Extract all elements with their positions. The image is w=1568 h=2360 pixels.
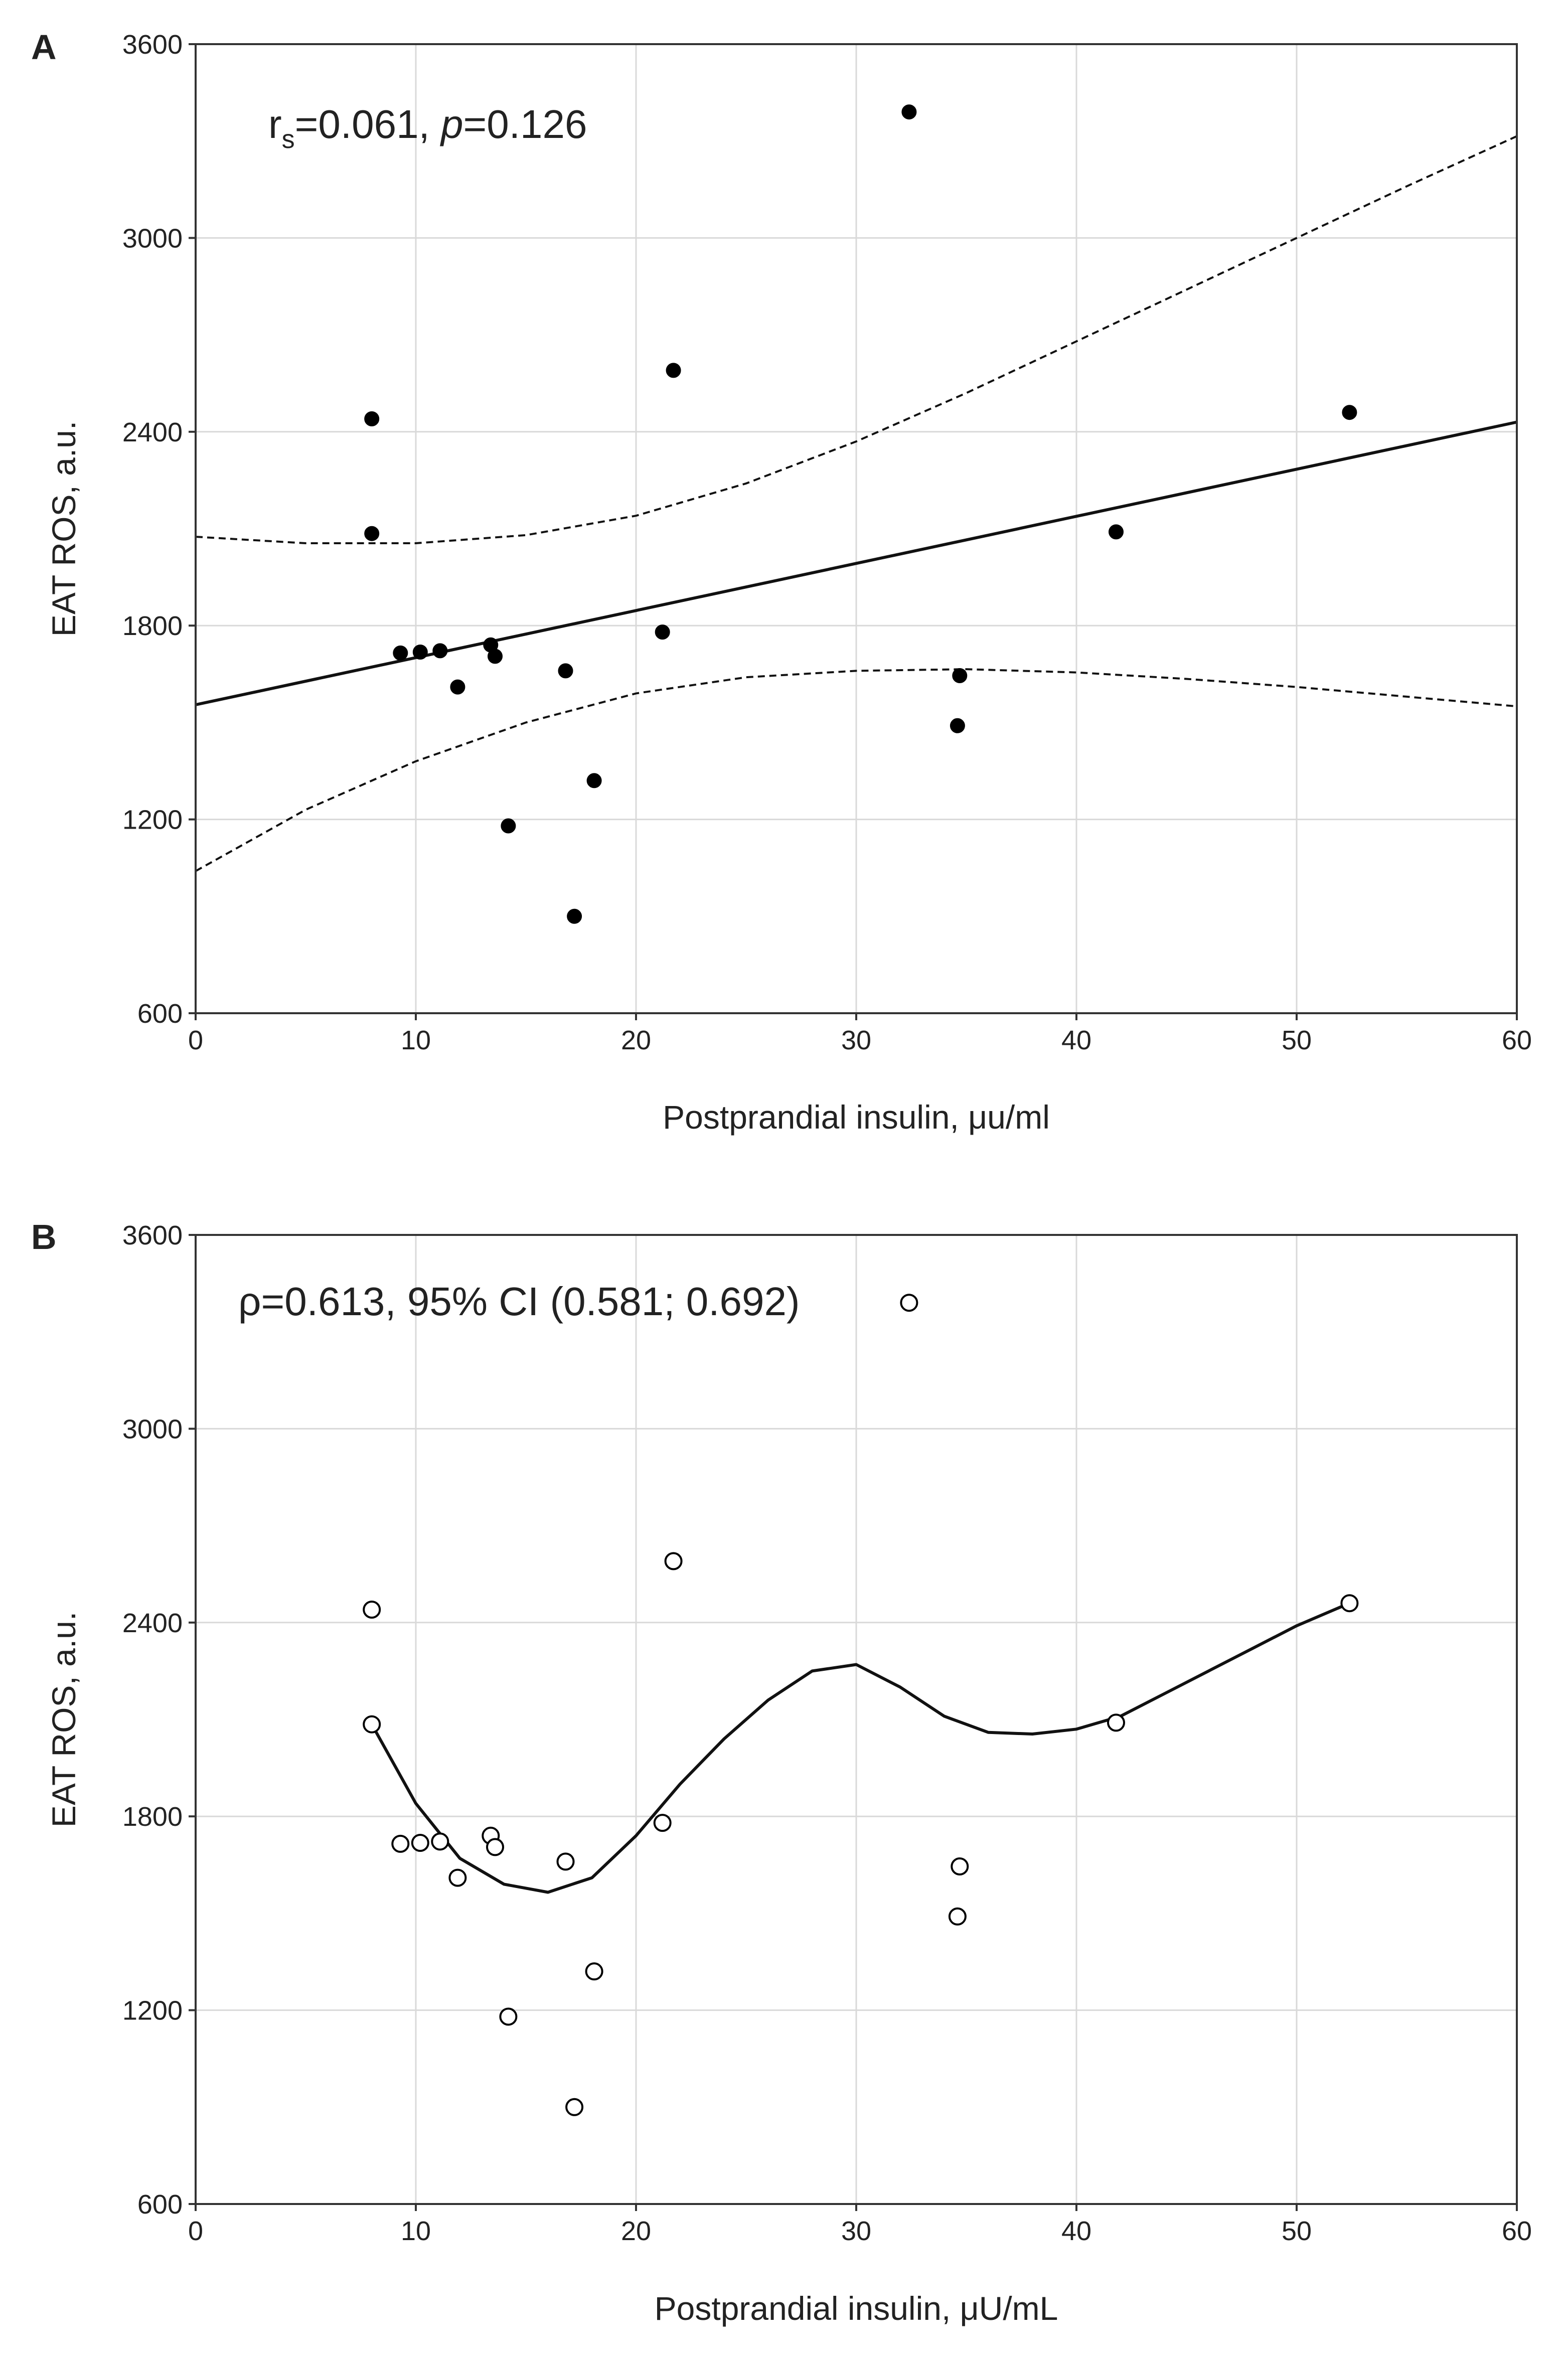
panel-b-y-tick-label: 1200: [122, 1996, 183, 2026]
panel-a-data-point: [1109, 524, 1124, 540]
panel-b-x-tick-label: 0: [188, 2216, 203, 2246]
panel-a-data-point: [901, 104, 917, 120]
panel-a-data-point: [666, 363, 681, 378]
panel-b-annotation: ρ=0.613, 95% CI (0.581; 0.692): [238, 1279, 800, 1324]
panel-b-y-tick-label: 1800: [122, 1802, 183, 1832]
panel-a-data-point: [1342, 405, 1357, 420]
panel-b-data-point: [411, 1834, 429, 1852]
panel-a-annotation: rs=0.061, p=0.126: [268, 102, 587, 154]
panel-a-data-point: [412, 645, 428, 660]
panel-a-data-point: [488, 649, 503, 664]
panel-b-x-tick-label: 40: [1061, 2216, 1091, 2246]
panel-a-y-tick-label: 3600: [122, 30, 183, 60]
panel-b-data-point: [431, 1832, 449, 1851]
panel-b-data-point: [486, 1838, 504, 1856]
panel-a: A 0 10 20 30 40 50 60 600 1200 1800 2400 3000 3600 r…: [31, 28, 1532, 1136]
panel-a-data-point: [586, 773, 602, 789]
panel-a-y-axis-title: EAT ROS, a.u.: [45, 421, 82, 637]
panel-a-y-tick-label: 1200: [122, 805, 183, 835]
panel-b-data-point: [499, 2007, 518, 2026]
panel-a-ticks: 0 10 20 30 40 50 60 600 1200 1800 2400 3000 3600: [122, 30, 1532, 1055]
panel-a-data-point: [393, 645, 408, 661]
panel-b-x-tick-label: 10: [401, 2216, 431, 2246]
panel-a-x-tick-label: 30: [841, 1025, 871, 1055]
panel-a-x-tick-label: 20: [621, 1025, 651, 1055]
panel-b-data-point: [565, 2098, 584, 2116]
panel-b-data-point: [1340, 1594, 1359, 1613]
panel-a-data-point: [501, 818, 516, 834]
panel-a-series: [195, 104, 1517, 924]
panel-b-data-point: [900, 1294, 918, 1312]
panel-b-y-tick-label: 2400: [122, 1608, 183, 1638]
panel-b-series: [363, 1294, 1359, 2116]
panel-a-data-point: [432, 643, 448, 659]
panel-a-x-tick-label: 10: [401, 1025, 431, 1055]
panel-b-data-point: [363, 1715, 381, 1734]
panel-a-data-point: [558, 663, 573, 679]
panel-b-y-tick-label: 3000: [122, 1414, 183, 1444]
panel-a-data-point: [450, 679, 465, 695]
panel-a-y-tick-label: 1800: [122, 611, 183, 641]
panel-a-x-tick-label: 60: [1502, 1025, 1532, 1055]
panel-a-x-axis-title: Postprandial insulin, μu/ml: [663, 1098, 1050, 1136]
panel-b-x-tick-label: 60: [1502, 2216, 1532, 2246]
panel-b-letter: B: [31, 1217, 57, 1256]
panel-a-x-tick-label: 0: [188, 1025, 203, 1055]
panel-a-ci-upper-line: [195, 135, 1517, 544]
panel-a-data-point: [952, 668, 968, 683]
panel-b-x-tick-label: 20: [621, 2216, 651, 2246]
panel-b-x-tick-label: 30: [841, 2216, 871, 2246]
panel-b-data-point: [556, 1852, 575, 1871]
panel-b-y-axis-title: EAT ROS, a.u.: [45, 1612, 82, 1827]
panel-a-data-point: [364, 526, 380, 541]
panel-b-data-point: [363, 1601, 381, 1619]
panel-b-data-point: [391, 1834, 410, 1853]
panel-b-data-point: [948, 1907, 967, 1926]
panel-a-y-tick-label: 2400: [122, 417, 183, 447]
panel-a-y-tick-label: 600: [137, 999, 183, 1029]
panel-b-x-axis-title: Postprandial insulin, μU/mL: [655, 2290, 1058, 2327]
panel-b-data-point: [448, 1868, 467, 1887]
panel-a-ci-lower-line: [195, 668, 1517, 872]
panel-a-y-tick-label: 3000: [122, 223, 183, 253]
panel-a-data-point: [655, 624, 670, 640]
panel-b-y-tick-label: 3600: [122, 1220, 183, 1250]
panel-a-data-point: [567, 908, 582, 924]
panel-b-x-tick-label: 50: [1282, 2216, 1312, 2246]
panel-a-data-point: [364, 411, 380, 426]
panel-b-smoothing-curve: [370, 1602, 1350, 1894]
panel-b-ticks: 0 10 20 30 40 50 60 600 1200 1800 2400 3000 3600: [122, 1220, 1532, 2246]
panel-a-letter: A: [31, 28, 57, 67]
panel-b-data-point: [664, 1552, 683, 1570]
panel-a-x-tick-label: 50: [1282, 1025, 1312, 1055]
panel-b-data-point: [951, 1857, 969, 1875]
panel-b-data-point: [653, 1814, 672, 1832]
panel-b: B 0 10 20 30 40 50 60 600 1200 1800 2400 3000 3600 ρ…: [31, 1217, 1532, 2327]
panel-a-data-point: [950, 718, 965, 733]
panel-b-data-point: [1107, 1713, 1125, 1732]
panel-b-y-tick-label: 600: [137, 2189, 183, 2220]
panel-a-x-tick-label: 40: [1061, 1025, 1091, 1055]
panel-b-data-point: [585, 1962, 603, 1981]
